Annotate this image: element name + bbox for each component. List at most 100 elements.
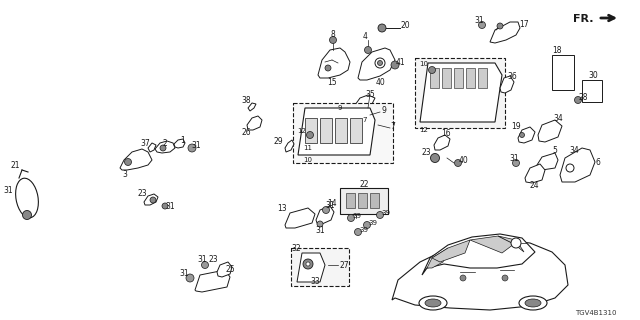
Text: 40: 40: [375, 77, 385, 86]
Circle shape: [497, 23, 503, 29]
Text: 32: 32: [291, 244, 301, 252]
Text: 31: 31: [197, 255, 207, 265]
Polygon shape: [432, 240, 470, 262]
Bar: [293, 103, 393, 163]
Text: 5: 5: [552, 146, 557, 155]
Circle shape: [502, 275, 508, 281]
Polygon shape: [392, 240, 568, 310]
Polygon shape: [248, 103, 256, 111]
Text: 26: 26: [241, 127, 251, 137]
Circle shape: [364, 221, 371, 228]
Bar: [454, 68, 463, 88]
Text: 4: 4: [363, 31, 367, 41]
Bar: [335, 118, 347, 143]
Ellipse shape: [419, 296, 447, 310]
Polygon shape: [217, 262, 232, 277]
Circle shape: [317, 221, 323, 227]
Text: 12: 12: [420, 127, 428, 133]
Text: 19: 19: [511, 122, 521, 131]
Text: 38: 38: [241, 95, 251, 105]
Circle shape: [365, 46, 371, 53]
Text: 7: 7: [363, 117, 367, 123]
Circle shape: [150, 197, 156, 203]
Polygon shape: [525, 164, 545, 183]
Text: 24: 24: [529, 180, 539, 189]
Text: 17: 17: [519, 20, 529, 28]
Text: 22: 22: [359, 180, 369, 188]
Circle shape: [307, 132, 314, 139]
Circle shape: [162, 203, 168, 209]
Text: 31: 31: [315, 226, 325, 235]
Bar: [370, 193, 379, 208]
Polygon shape: [247, 116, 262, 130]
Bar: [305, 118, 317, 143]
Bar: [346, 193, 355, 208]
Bar: [358, 193, 367, 208]
Polygon shape: [538, 120, 562, 142]
Circle shape: [186, 274, 194, 282]
Circle shape: [513, 159, 520, 166]
Polygon shape: [355, 95, 375, 108]
Circle shape: [391, 61, 399, 69]
Text: TGV4B1310: TGV4B1310: [575, 310, 617, 316]
Text: 2: 2: [163, 139, 168, 148]
Polygon shape: [358, 48, 395, 80]
Text: 31: 31: [179, 268, 189, 277]
Bar: [291, 248, 349, 286]
Circle shape: [378, 24, 386, 32]
Polygon shape: [316, 206, 334, 224]
Text: 9: 9: [338, 105, 342, 111]
Circle shape: [188, 144, 196, 152]
Polygon shape: [318, 48, 350, 78]
Text: 41: 41: [395, 58, 405, 67]
Bar: [552, 55, 574, 90]
Text: 7: 7: [390, 122, 396, 131]
Bar: [442, 68, 451, 88]
Bar: [415, 58, 505, 128]
Text: 10: 10: [303, 157, 312, 163]
Text: 18: 18: [552, 45, 562, 54]
Text: 28: 28: [579, 92, 588, 101]
Text: 11: 11: [303, 145, 312, 151]
Polygon shape: [422, 234, 535, 275]
Text: 31: 31: [165, 202, 175, 211]
Text: 39: 39: [353, 213, 362, 219]
Circle shape: [429, 67, 435, 74]
Bar: [320, 118, 332, 143]
Text: 1: 1: [180, 135, 186, 145]
Polygon shape: [470, 236, 514, 253]
Text: 31: 31: [509, 154, 519, 163]
Text: 40: 40: [458, 156, 468, 164]
Text: 29: 29: [273, 137, 283, 146]
Text: 34: 34: [553, 114, 563, 123]
Ellipse shape: [425, 299, 441, 307]
Text: 9: 9: [381, 106, 387, 115]
Text: 33: 33: [310, 277, 320, 286]
Circle shape: [202, 261, 209, 268]
Text: 8: 8: [331, 29, 335, 38]
Polygon shape: [195, 270, 230, 292]
Text: 12: 12: [298, 128, 307, 134]
Polygon shape: [285, 208, 315, 228]
Circle shape: [431, 154, 440, 163]
Circle shape: [306, 262, 310, 266]
Text: 31: 31: [191, 140, 201, 149]
Circle shape: [575, 97, 582, 103]
Text: 16: 16: [441, 129, 451, 138]
Bar: [478, 68, 487, 88]
Text: 30: 30: [588, 70, 598, 79]
Polygon shape: [500, 76, 514, 93]
Text: 34: 34: [569, 146, 579, 155]
Circle shape: [125, 158, 131, 165]
Polygon shape: [537, 153, 558, 170]
Text: 10: 10: [419, 61, 429, 67]
Circle shape: [325, 65, 331, 71]
Ellipse shape: [519, 296, 547, 310]
Text: 27: 27: [339, 260, 349, 269]
Circle shape: [348, 214, 355, 221]
Text: 23: 23: [208, 255, 218, 265]
Circle shape: [376, 212, 383, 219]
Circle shape: [520, 132, 525, 138]
Circle shape: [303, 259, 313, 269]
Circle shape: [511, 238, 521, 248]
